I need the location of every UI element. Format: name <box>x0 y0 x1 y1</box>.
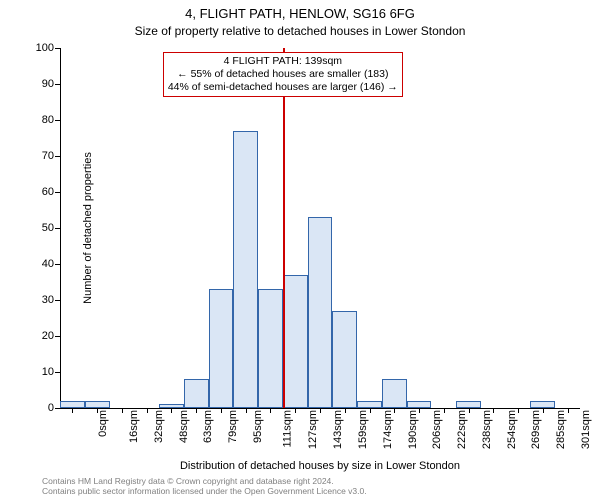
x-tick <box>122 408 123 413</box>
y-tick-label: 40 <box>26 258 54 270</box>
y-tick <box>55 120 60 121</box>
property-marker-line <box>283 48 285 408</box>
x-tick-label: 301sqm <box>580 410 592 449</box>
x-tick <box>469 408 470 413</box>
histogram-bar <box>209 289 234 408</box>
plot-area: Number of detached properties Distributi… <box>60 48 580 409</box>
y-tick <box>55 300 60 301</box>
x-tick <box>568 408 569 413</box>
x-tick <box>295 408 296 413</box>
x-tick <box>444 408 445 413</box>
histogram-bar <box>332 311 357 408</box>
y-tick <box>55 228 60 229</box>
x-tick-label: 190sqm <box>407 410 419 449</box>
footer-line-1: Contains HM Land Registry data © Crown c… <box>42 476 367 486</box>
x-tick-label: 143sqm <box>332 410 344 449</box>
x-tick <box>543 408 544 413</box>
histogram-bar <box>184 379 209 408</box>
y-axis-title: Number of detached properties <box>82 152 94 304</box>
x-tick <box>196 408 197 413</box>
y-tick-label: 100 <box>26 42 54 54</box>
x-tick <box>493 408 494 413</box>
x-tick <box>518 408 519 413</box>
chart-subtitle: Size of property relative to detached ho… <box>0 24 600 38</box>
histogram-bar <box>357 401 382 408</box>
histogram-bar <box>530 401 555 408</box>
y-axis <box>60 48 61 408</box>
callout-line: 44% of semi-detached houses are larger (… <box>168 81 398 94</box>
y-tick-label: 50 <box>26 222 54 234</box>
x-tick-label: 254sqm <box>506 410 518 449</box>
x-tick <box>72 408 73 413</box>
y-tick <box>55 48 60 49</box>
y-tick-label: 20 <box>26 330 54 342</box>
y-tick <box>55 156 60 157</box>
y-tick-label: 60 <box>26 186 54 198</box>
histogram-bar <box>456 401 481 408</box>
callout-line: 4 FLIGHT PATH: 139sqm <box>168 55 398 68</box>
x-tick-label: 63sqm <box>202 410 214 443</box>
x-tick <box>171 408 172 413</box>
x-tick <box>147 408 148 413</box>
x-tick-label: 238sqm <box>481 410 493 449</box>
x-tick-label: 127sqm <box>308 410 320 449</box>
histogram-bar <box>258 289 283 408</box>
x-tick-label: 222sqm <box>456 410 468 449</box>
histogram-bar <box>382 379 407 408</box>
y-tick <box>55 84 60 85</box>
x-tick <box>246 408 247 413</box>
y-tick-label: 10 <box>26 366 54 378</box>
chart-title: 4, FLIGHT PATH, HENLOW, SG16 6FG <box>0 6 600 21</box>
footer-line-2: Contains public sector information licen… <box>42 486 367 496</box>
y-tick-label: 70 <box>26 150 54 162</box>
x-tick-label: 16sqm <box>128 410 140 443</box>
x-tick <box>345 408 346 413</box>
x-tick-label: 48sqm <box>178 410 190 443</box>
x-tick <box>394 408 395 413</box>
y-tick <box>55 336 60 337</box>
footer-attribution: Contains HM Land Registry data © Crown c… <box>42 476 367 496</box>
x-tick-label: 95sqm <box>252 410 264 443</box>
callout-line: ← 55% of detached houses are smaller (18… <box>168 68 398 81</box>
y-tick <box>55 408 60 409</box>
x-tick-label: 206sqm <box>431 410 443 449</box>
chart-container: 4, FLIGHT PATH, HENLOW, SG16 6FG Size of… <box>0 0 600 500</box>
x-tick <box>221 408 222 413</box>
y-tick-label: 0 <box>26 402 54 414</box>
histogram-bar <box>85 401 110 408</box>
x-tick-label: 111sqm <box>281 410 293 448</box>
histogram-bar <box>308 217 333 408</box>
x-tick-label: 0sqm <box>97 410 109 437</box>
x-tick-label: 269sqm <box>530 410 542 449</box>
y-tick-label: 90 <box>26 78 54 90</box>
property-callout: 4 FLIGHT PATH: 139sqm← 55% of detached h… <box>163 52 403 97</box>
histogram-bar <box>407 401 432 408</box>
histogram-bar <box>283 275 308 408</box>
x-tick-label: 174sqm <box>382 410 394 449</box>
x-tick <box>270 408 271 413</box>
y-tick-label: 30 <box>26 294 54 306</box>
y-tick-label: 80 <box>26 114 54 126</box>
histogram-bar <box>60 401 85 408</box>
x-tick-label: 79sqm <box>227 410 239 443</box>
y-tick <box>55 372 60 373</box>
histogram-bar <box>233 131 258 408</box>
y-tick <box>55 192 60 193</box>
x-tick <box>370 408 371 413</box>
x-tick <box>320 408 321 413</box>
x-tick-label: 159sqm <box>357 410 369 449</box>
y-tick <box>55 264 60 265</box>
x-tick-label: 285sqm <box>555 410 567 449</box>
x-axis-title: Distribution of detached houses by size … <box>60 460 580 472</box>
x-tick <box>419 408 420 413</box>
x-tick <box>97 408 98 413</box>
x-tick-label: 32sqm <box>153 410 165 443</box>
